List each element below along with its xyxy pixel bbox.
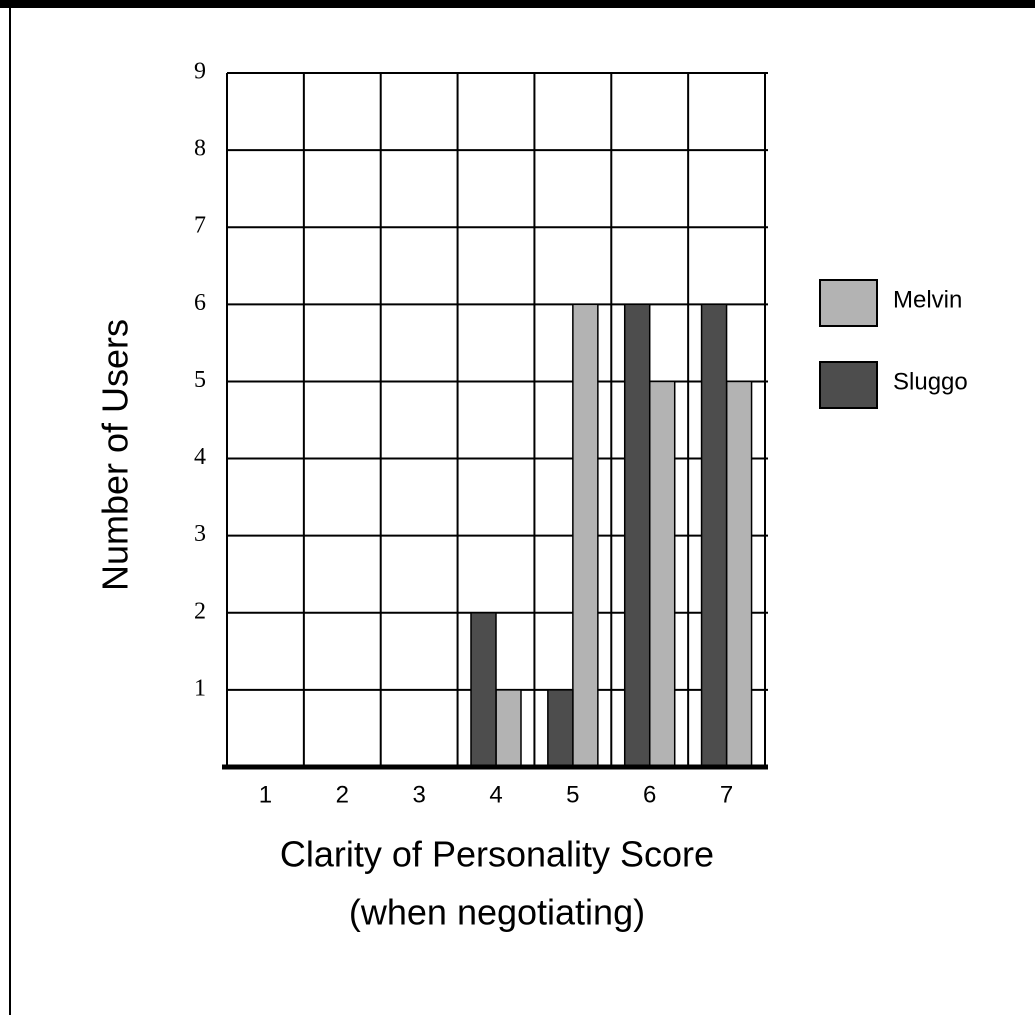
y-tick-label: 6 <box>194 290 206 316</box>
x-tick-label: 5 <box>566 781 579 808</box>
bar <box>725 380 753 768</box>
y-tick-label: 3 <box>194 521 206 547</box>
x-tick-label: 1 <box>259 781 272 808</box>
legend-swatch <box>819 361 878 409</box>
frame-top <box>0 0 1035 8</box>
x-axis-label: Clarity of Personality Score <box>280 834 714 875</box>
y-tick-label: 8 <box>194 136 206 162</box>
x-tick-label: 4 <box>489 781 502 808</box>
bar <box>700 303 728 768</box>
bar <box>547 689 574 768</box>
x-tick-label: 7 <box>720 781 733 808</box>
legend-label: Sluggo <box>893 368 968 395</box>
bar <box>495 689 522 768</box>
y-tick-label: 1 <box>194 675 206 701</box>
y-tick-label: 5 <box>194 367 206 393</box>
bar <box>470 612 497 768</box>
legend-label: Melvin <box>893 286 962 313</box>
bar <box>572 303 599 768</box>
y-tick-label: 4 <box>194 444 206 470</box>
y-axis-label: Number of Users <box>95 319 136 591</box>
y-tick-label: 7 <box>194 213 206 239</box>
x-tick-label: 6 <box>643 781 656 808</box>
y-tick-label: 9 <box>194 59 206 85</box>
bar <box>648 380 676 768</box>
x-tick-label: 3 <box>412 781 425 808</box>
x-tick-label: 2 <box>336 781 349 808</box>
bar <box>623 303 651 768</box>
x-axis-label: (when negotiating) <box>349 892 645 933</box>
y-tick-label: 2 <box>194 598 206 624</box>
legend-swatch <box>819 279 878 327</box>
frame-left <box>9 0 11 1015</box>
